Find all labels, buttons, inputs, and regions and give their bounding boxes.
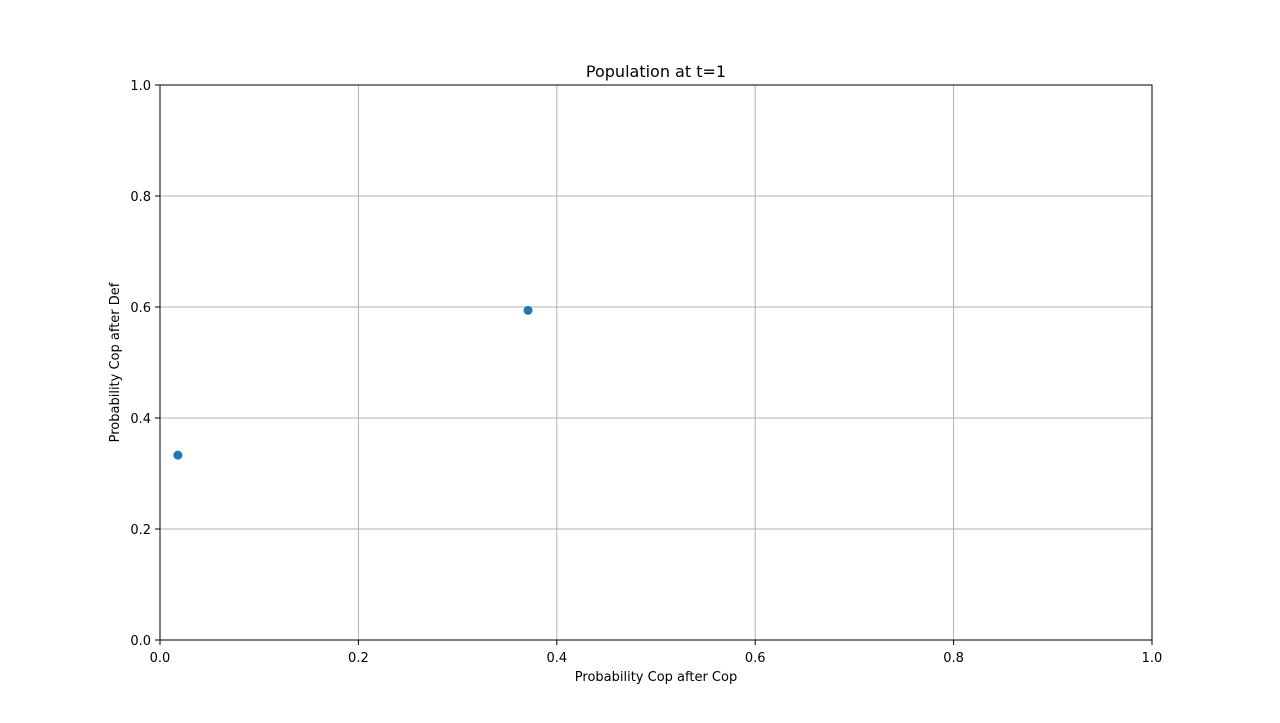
scatter-point	[523, 305, 533, 315]
y-tick-label: 0.2	[130, 523, 151, 538]
data-points	[173, 305, 533, 460]
scatter-point	[173, 450, 183, 460]
axis-ticks: 0.0 0.2 0.4 0.6 0.8 1.0 0.0 0.2 0.4 0.6 0.8 1.0	[130, 79, 1162, 666]
y-tick-label: 0.8	[130, 190, 151, 205]
chart-title: Population at t=1	[586, 62, 726, 81]
x-tick-label: 0.0	[150, 651, 171, 666]
y-tick-label: 0.4	[130, 412, 151, 427]
x-tick-label: 0.8	[943, 651, 964, 666]
x-tick-label: 1.0	[1142, 651, 1163, 666]
y-axis-label: Probability Cop after Def	[108, 282, 123, 442]
grid-lines	[159, 84, 1153, 641]
x-tick-label: 0.2	[348, 651, 369, 666]
y-tick-label: 0.6	[130, 301, 151, 316]
y-tick-label: 0.0	[130, 634, 151, 649]
plot-area-frame	[159, 84, 1153, 641]
x-tick-label: 0.6	[745, 651, 766, 666]
x-axis-label: Probability Cop after Cop	[575, 670, 737, 685]
x-tick-label: 0.4	[546, 651, 567, 666]
y-tick-label: 1.0	[130, 79, 151, 94]
